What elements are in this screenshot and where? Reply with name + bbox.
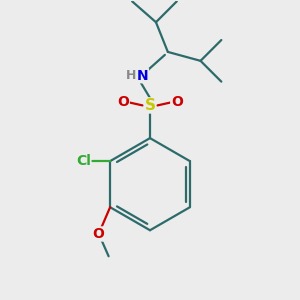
- Text: O: O: [117, 95, 129, 110]
- Text: O: O: [171, 95, 183, 110]
- Text: N: N: [137, 69, 148, 83]
- Text: O: O: [92, 227, 104, 241]
- Text: H: H: [125, 69, 136, 82]
- Text: Cl: Cl: [76, 154, 91, 168]
- Text: S: S: [145, 98, 155, 113]
